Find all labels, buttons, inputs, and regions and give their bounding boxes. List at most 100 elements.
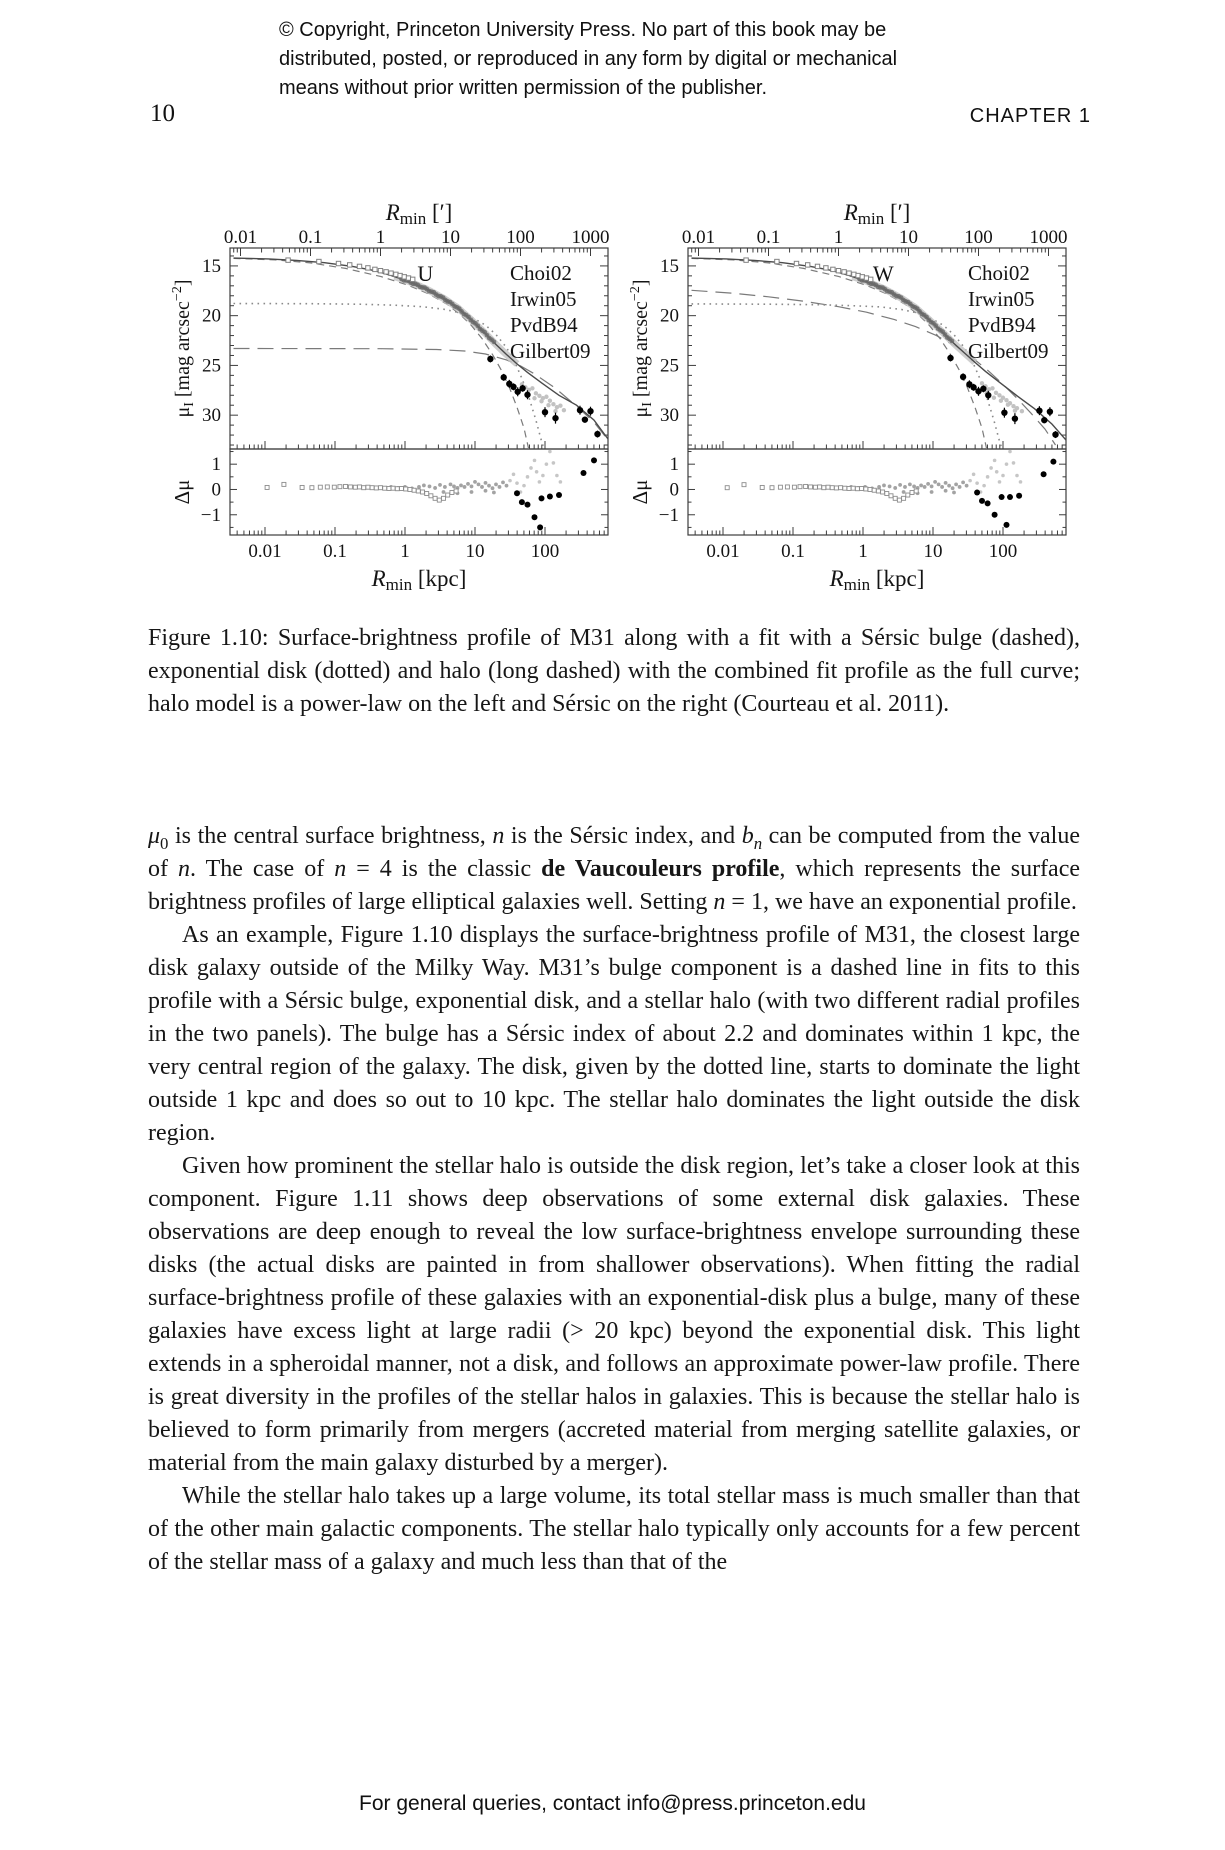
text-run: de Vaucouleurs profile bbox=[541, 856, 780, 882]
bulge-curve bbox=[233, 257, 530, 449]
svg-text:25: 25 bbox=[660, 355, 679, 376]
svg-text:10: 10 bbox=[924, 541, 943, 562]
text-run: n bbox=[753, 833, 763, 853]
text-run: b bbox=[741, 823, 754, 849]
text-run: μ bbox=[148, 823, 161, 849]
svg-text:100: 100 bbox=[531, 541, 560, 562]
text-run: n bbox=[713, 889, 726, 915]
disk-curve bbox=[233, 302, 545, 449]
axes bbox=[229, 247, 609, 536]
irwin05-band bbox=[851, 273, 978, 366]
text-run: = 4 is the classic bbox=[346, 856, 542, 882]
svg-text:0: 0 bbox=[670, 479, 680, 500]
text-run: is the central surface brightness, bbox=[168, 823, 493, 849]
svg-text:0.1: 0.1 bbox=[781, 541, 805, 562]
legend-entry: PvdB94 bbox=[510, 313, 578, 337]
svg-text:10: 10 bbox=[899, 227, 918, 248]
svg-text:1: 1 bbox=[376, 227, 386, 248]
svg-text:1: 1 bbox=[400, 541, 410, 562]
svg-text:Rmin [kpc]: Rmin [kpc] bbox=[829, 566, 925, 594]
svg-text:0: 0 bbox=[212, 479, 222, 500]
text-run: n bbox=[334, 856, 347, 882]
text-run: = 1, we have an exponential profile. bbox=[725, 889, 1077, 915]
copyright-line: means without prior written permission o… bbox=[279, 77, 768, 99]
text-run: n bbox=[178, 856, 191, 882]
legend-entry: Gilbert09 bbox=[510, 339, 590, 363]
svg-text:Rmin [′]: Rmin [′] bbox=[843, 200, 911, 228]
svg-text:Rmin [kpc]: Rmin [kpc] bbox=[371, 566, 467, 594]
legend-entry: Gilbert09 bbox=[968, 339, 1048, 363]
figure-caption: Figure 1.10: Surface-brightness profile … bbox=[148, 622, 1080, 721]
panel-label: U bbox=[417, 261, 433, 286]
svg-text:10: 10 bbox=[441, 227, 460, 248]
axes bbox=[687, 247, 1067, 536]
text-run: 0 bbox=[160, 833, 169, 853]
svg-text:1: 1 bbox=[670, 454, 680, 475]
svg-text:10: 10 bbox=[466, 541, 485, 562]
tick-marks bbox=[230, 248, 608, 535]
footer-contact: For general queries, contact info@press.… bbox=[359, 1792, 866, 1815]
legend-entry: Irwin05 bbox=[968, 287, 1035, 311]
svg-text:Δμ: Δμ bbox=[170, 480, 194, 505]
body-text: μ0 is the central surface brightness, n … bbox=[148, 820, 1080, 1579]
residual-points bbox=[264, 449, 597, 531]
disk-curve bbox=[691, 303, 1003, 449]
chapter-header: CHAPTER 1 bbox=[969, 105, 1091, 127]
tick-marks bbox=[688, 248, 1066, 535]
copyright-line: distributed, posted, or reproduced in an… bbox=[279, 48, 898, 70]
svg-text:0.01: 0.01 bbox=[248, 541, 281, 562]
y-axis-label: μI [mag arcsec−2] bbox=[170, 279, 197, 417]
residual-points bbox=[724, 449, 1057, 528]
body-paragraph: As an example, Figure 1.10 displays the … bbox=[148, 919, 1080, 1150]
figure-panel-left: 0.01 0.1 1 10 100 1000 Rmin [′] 15 20 25 30 μI [mag… bbox=[148, 196, 610, 606]
legend-entry: Choi02 bbox=[968, 261, 1030, 285]
text-run: n bbox=[492, 823, 505, 849]
svg-text:Δμ: Δμ bbox=[628, 480, 652, 505]
svg-text:0.01: 0.01 bbox=[682, 227, 715, 248]
svg-text:100: 100 bbox=[964, 227, 993, 248]
text-run: While the stellar halo takes up a large … bbox=[148, 1483, 1080, 1575]
text-run: can be computed from the value of bbox=[148, 823, 1081, 882]
bulge-curve bbox=[691, 257, 988, 449]
legend-entry: PvdB94 bbox=[968, 313, 1036, 337]
y-axis-label: μI [mag arcsec−2] bbox=[628, 279, 655, 417]
svg-text:0.1: 0.1 bbox=[323, 541, 347, 562]
halo-curve bbox=[691, 289, 1057, 446]
svg-text:1: 1 bbox=[858, 541, 868, 562]
svg-text:1000: 1000 bbox=[572, 227, 610, 248]
svg-text:20: 20 bbox=[660, 306, 679, 327]
data-points bbox=[743, 257, 1059, 439]
svg-text:−1: −1 bbox=[659, 505, 679, 526]
svg-text:25: 25 bbox=[202, 355, 221, 376]
text-run: Given how prominent the stellar halo is … bbox=[148, 1153, 1080, 1476]
legend-entry: Irwin05 bbox=[510, 287, 577, 311]
figure-panel-right: 0.01 0.1 1 10 100 1000 Rmin [′] 15 20 25 30 μI [mag… bbox=[606, 196, 1068, 606]
page-number: 10 bbox=[150, 100, 175, 127]
svg-text:30: 30 bbox=[660, 405, 679, 426]
legend-entry: Choi02 bbox=[510, 261, 572, 285]
svg-text:30: 30 bbox=[202, 405, 221, 426]
text-run: is the Sérsic index, and bbox=[504, 823, 742, 849]
svg-text:0.1: 0.1 bbox=[757, 227, 781, 248]
copyright-line: © Copyright, Princeton University Press.… bbox=[279, 19, 887, 41]
svg-text:100: 100 bbox=[506, 227, 535, 248]
svg-text:0.01: 0.01 bbox=[706, 541, 739, 562]
panel-label: W bbox=[873, 261, 894, 286]
svg-text:Rmin [′]: Rmin [′] bbox=[385, 200, 453, 228]
svg-text:1: 1 bbox=[834, 227, 844, 248]
svg-text:0.1: 0.1 bbox=[299, 227, 323, 248]
svg-text:−1: −1 bbox=[201, 505, 221, 526]
svg-text:1000: 1000 bbox=[1030, 227, 1068, 248]
svg-text:15: 15 bbox=[660, 256, 679, 277]
data-points bbox=[285, 257, 601, 438]
svg-text:0.01: 0.01 bbox=[224, 227, 257, 248]
svg-text:15: 15 bbox=[202, 256, 221, 277]
text-run: , which represents the surface brightnes… bbox=[148, 856, 1081, 915]
body-paragraph: Given how prominent the stellar halo is … bbox=[148, 1150, 1080, 1480]
text-run: . The case of bbox=[190, 856, 335, 882]
body-paragraph: μ0 is the central surface brightness, n … bbox=[148, 820, 1080, 919]
